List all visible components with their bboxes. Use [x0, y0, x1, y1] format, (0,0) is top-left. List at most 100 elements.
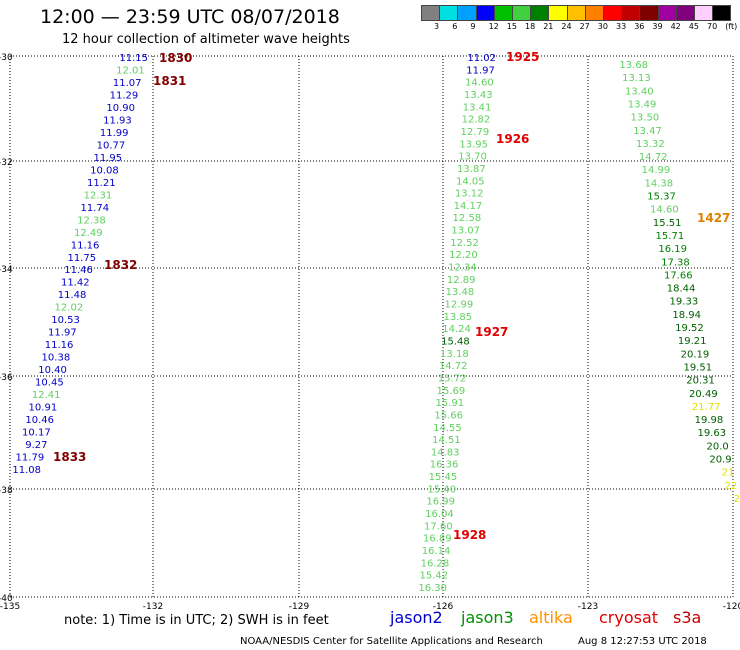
wave-height-value: 12.34	[448, 263, 477, 274]
wave-height-value: 12.52	[450, 238, 479, 249]
legend-label: 21	[543, 22, 554, 31]
satellite-altika: altika	[529, 608, 573, 627]
legend-label: 6	[452, 22, 458, 31]
wave-height-value: 13.13	[622, 73, 651, 84]
lat-lon-grid	[9, 55, 734, 598]
pass-time-label: 1925	[506, 50, 539, 64]
wave-height-value: 14.38	[644, 178, 673, 189]
wave-height-value: 13.85	[443, 312, 472, 323]
wave-height-value: 21.77	[692, 402, 721, 413]
wave-height-value: 19.33	[670, 297, 699, 308]
wave-height-value: 17.38	[661, 257, 690, 268]
wave-height-value: 20.19	[681, 349, 710, 360]
wave-height-value: 13.18	[440, 349, 469, 360]
wave-height-value: 14.24	[442, 324, 471, 335]
wave-height-value: 12.20	[449, 250, 478, 261]
wave-height-value: 15.71	[656, 231, 685, 242]
legend-label: 36	[634, 22, 645, 31]
wave-height-value: 10.40	[38, 365, 67, 376]
wave-height-value: 13.41	[463, 102, 492, 113]
wave-height-value: 12.89	[447, 275, 476, 286]
wave-height-value: 10.77	[97, 140, 126, 151]
legend-label: 27	[579, 22, 590, 31]
wave-height-value: 18.94	[672, 310, 701, 321]
wave-height-value: 11.16	[45, 340, 74, 351]
longitude-label: -126	[433, 602, 454, 612]
wave-height-value: 16.89	[423, 534, 452, 545]
satellite-jason3: jason3	[461, 608, 514, 627]
time-labels: 1830 1831 1832 1833 1925 1926 1927 1928 1427	[53, 50, 730, 542]
legend-label: 15	[506, 22, 517, 31]
wave-height-value: 19.21	[678, 336, 707, 347]
latitude-label: -30	[0, 53, 13, 63]
wave-height-value: 19.98	[695, 415, 724, 426]
wave-height-value: 11.97	[48, 328, 77, 339]
wave-height-value: 15.66	[434, 410, 463, 421]
pass-time-label: 1928	[453, 528, 486, 542]
wave-height-value: 14.51	[432, 435, 461, 446]
wave-height-value: 11.95	[93, 153, 122, 164]
generated-timestamp: Aug 8 12:27:53 UTC 2018	[578, 636, 707, 647]
wave-height-value: 17.60	[424, 521, 453, 532]
wave-height-value: 11.42	[61, 278, 90, 289]
wave-height-value: 16.04	[425, 509, 454, 520]
wave-height-value: 12.41	[32, 390, 61, 401]
wave-height-value: 11.97	[466, 65, 495, 76]
wave-height-value: 14.72	[639, 152, 668, 163]
wave-height-value: 14.60	[465, 78, 494, 89]
wave-height-value: 12.58	[453, 213, 482, 224]
wave-height-value: 13.40	[625, 86, 654, 97]
wave-height-value: 15.51	[653, 218, 682, 229]
legend-label: 30	[597, 22, 608, 31]
wave-height-value: 19.63	[697, 428, 726, 439]
wave-height-value: 16.19	[658, 244, 687, 255]
wave-height-value: 12.49	[74, 228, 103, 239]
longitude-label: -120	[723, 602, 740, 612]
wave-height-value: 13.68	[619, 60, 648, 71]
wave-height-value: 13.49	[628, 100, 657, 111]
wave-height-value: 12.99	[445, 300, 474, 311]
wave-height-value: 11.15	[119, 53, 148, 64]
legend-label: 3	[434, 22, 440, 31]
wave-height-value: 22	[724, 481, 737, 492]
legend-label: 12	[488, 22, 499, 31]
wave-height-value: 11.99	[100, 128, 129, 139]
pass-time-label: 1832	[104, 258, 137, 272]
wave-height-value: 13.32	[636, 139, 665, 150]
wave-height-value: 12.38	[77, 215, 106, 226]
wave-height-value: 10.53	[51, 315, 80, 326]
wave-height-value: 13.07	[451, 226, 480, 237]
wave-height-value: 13.50	[631, 113, 660, 124]
map-title: 12:00 — 23:59 UTC 08/07/2018	[40, 6, 340, 28]
legend-label: 39	[652, 22, 663, 31]
wave-height-value: 12.01	[116, 66, 145, 77]
wave-height-value: 15.91	[435, 398, 464, 409]
wave-height-value: 13.95	[459, 139, 488, 150]
legend-label: (ft)	[725, 22, 738, 31]
wave-height-value: 2	[734, 494, 740, 505]
wave-height-value: 13.70	[458, 152, 487, 163]
wave-height-value: 15.48	[441, 337, 470, 348]
wave-height-value: 11.21	[87, 178, 116, 189]
wave-height-value: 16.36	[430, 460, 459, 471]
wave-height-value: 12.82	[462, 115, 491, 126]
legend-label: 45	[688, 22, 699, 31]
wave-height-value: 21	[722, 468, 735, 479]
pass-time-label: 1927	[475, 325, 508, 339]
map-subtitle: 12 hour collection of altimeter wave hei…	[62, 32, 350, 47]
wave-height-value: 11.16	[71, 240, 100, 251]
footnote: note: 1) Time is in UTC; 2) SWH is in fe…	[64, 613, 329, 628]
longitude-label: -123	[578, 602, 598, 612]
legend-swatch	[712, 5, 732, 21]
wave-height-value: 15.42	[419, 571, 448, 582]
wave-height-value: 11.08	[12, 465, 41, 476]
wave-height-value: 10.91	[29, 403, 58, 414]
wave-height-value: 10.38	[42, 353, 71, 364]
wave-height-value: 17.66	[664, 270, 693, 281]
wave-height-value: 15.37	[647, 192, 676, 203]
wave-height-value: 13.87	[457, 164, 486, 175]
pass-time-label: 1926	[496, 132, 529, 146]
legend-label: 24	[561, 22, 572, 31]
